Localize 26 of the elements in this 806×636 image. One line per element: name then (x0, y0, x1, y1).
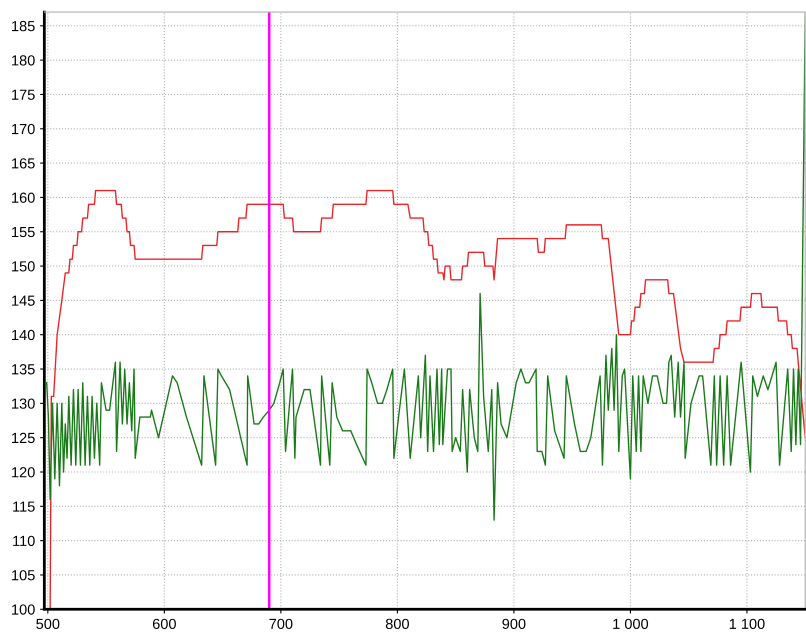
x-tick-label: 700 (269, 618, 292, 630)
x-tick-label: 1 000 (613, 618, 648, 630)
y-tick-label: 120 (12, 467, 35, 478)
y-tick-label: 185 (12, 20, 35, 32)
y-tick-label: 155 (12, 226, 35, 238)
x-tick-label: 600 (152, 618, 176, 630)
y-tick-label: 140 (12, 330, 35, 340)
x-tick-label: 1 100 (730, 618, 765, 630)
y-tick-label: 170 (12, 124, 35, 134)
y-tick-label: 150 (12, 261, 35, 272)
y-tick-label: 180 (12, 55, 35, 66)
x-tick-label: 900 (502, 618, 526, 630)
y-tick-label: 135 (12, 364, 35, 374)
y-tick-label: 125 (12, 432, 35, 444)
y-tick-label: 145 (12, 296, 35, 306)
y-tick-label: 110 (13, 536, 35, 546)
y-tick-label: 115 (13, 502, 35, 512)
y-tick-label: 105 (12, 570, 35, 580)
x-tick-label: 800 (386, 618, 409, 630)
y-tick-label: 160 (12, 192, 35, 203)
y-tick-label: 175 (12, 90, 35, 100)
y-tick-label: 165 (12, 158, 35, 169)
line-series (49, 190, 806, 610)
y-tick-label: 130 (12, 398, 35, 409)
y-tick-label: 100 (12, 604, 35, 615)
x-tick-label: 500 (36, 618, 60, 630)
